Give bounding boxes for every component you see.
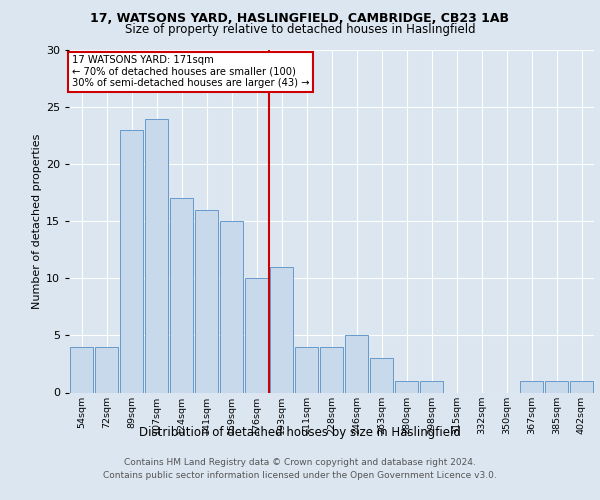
Text: 17, WATSONS YARD, HASLINGFIELD, CAMBRIDGE, CB23 1AB: 17, WATSONS YARD, HASLINGFIELD, CAMBRIDG… (91, 12, 509, 26)
Bar (295, 347, 318, 393)
Text: Contains public sector information licensed under the Open Government Licence v3: Contains public sector information licen… (103, 472, 497, 480)
Bar (70, 347, 93, 393)
Bar (95, 347, 118, 393)
Bar (270, 267, 293, 392)
Bar (245, 278, 268, 392)
Bar (145, 118, 168, 392)
Bar (220, 221, 243, 392)
Bar (545, 381, 568, 392)
Text: Distribution of detached houses by size in Haslingfield: Distribution of detached houses by size … (139, 426, 461, 439)
Bar (570, 381, 593, 392)
Bar (520, 381, 543, 392)
Text: Size of property relative to detached houses in Haslingfield: Size of property relative to detached ho… (125, 22, 475, 36)
Y-axis label: Number of detached properties: Number of detached properties (32, 134, 41, 309)
Text: 17 WATSONS YARD: 171sqm
← 70% of detached houses are smaller (100)
30% of semi-d: 17 WATSONS YARD: 171sqm ← 70% of detache… (71, 55, 309, 88)
Bar (120, 130, 143, 392)
Bar (370, 358, 393, 392)
Bar (170, 198, 193, 392)
Bar (420, 381, 443, 392)
Bar (195, 210, 218, 392)
Bar (320, 347, 343, 393)
Text: Contains HM Land Registry data © Crown copyright and database right 2024.: Contains HM Land Registry data © Crown c… (124, 458, 476, 467)
Bar (345, 336, 368, 392)
Bar (395, 381, 418, 392)
